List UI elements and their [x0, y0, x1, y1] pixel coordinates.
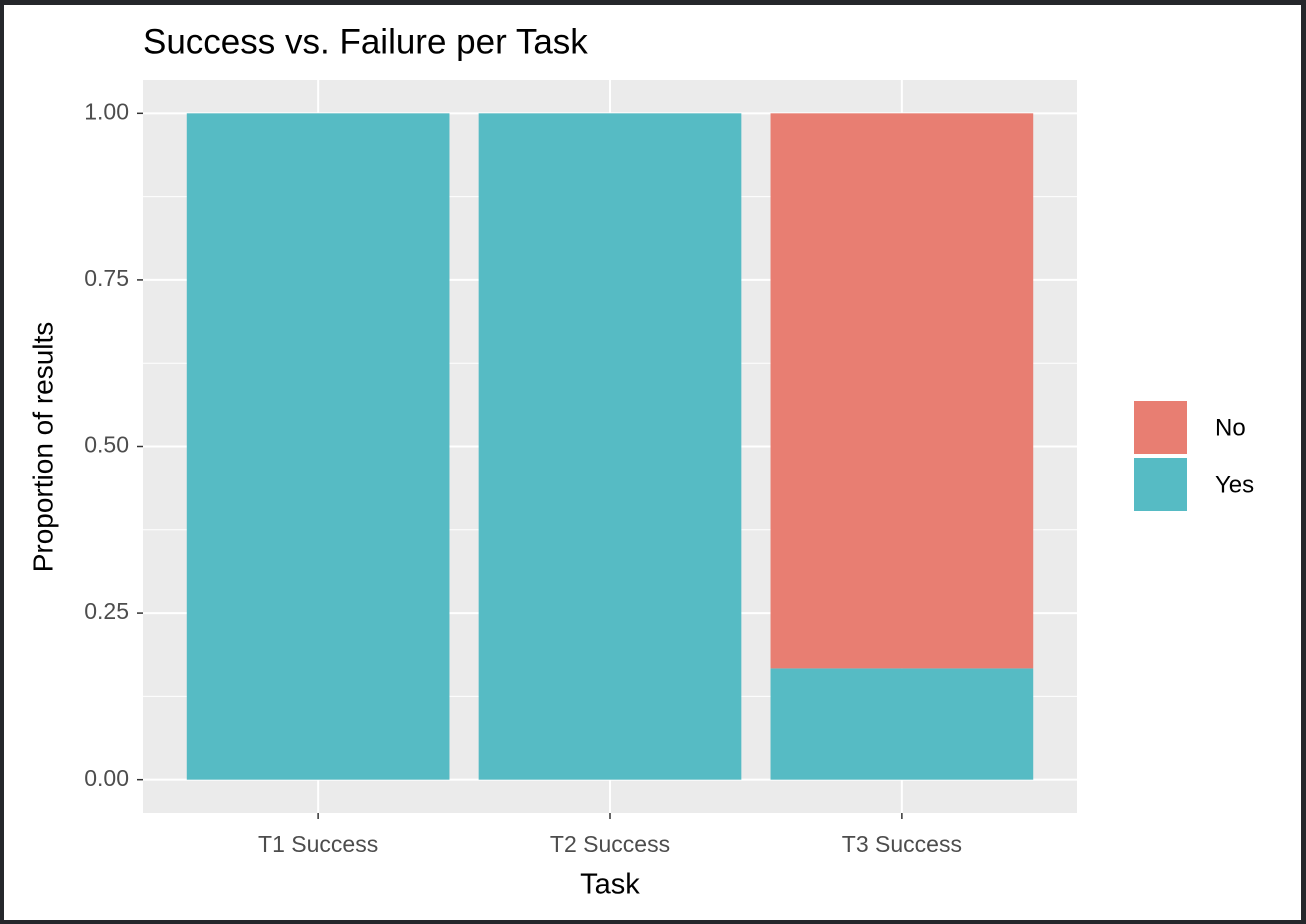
- y-tick-label: 0.00: [84, 765, 129, 791]
- y-tick-label: 1.00: [84, 98, 129, 124]
- y-tick-label: 0.75: [84, 265, 129, 291]
- x-tick-label: T3 Success: [842, 831, 962, 857]
- legend-swatch: [1132, 456, 1189, 513]
- x-tick-label: T1 Success: [258, 831, 378, 857]
- chart-title: Success vs. Failure per Task: [143, 22, 588, 61]
- y-tick-label: 0.50: [84, 432, 129, 458]
- y-axis-label: Proportion of results: [27, 322, 58, 573]
- legend-swatch: [1132, 399, 1189, 456]
- legend-label: Yes: [1215, 471, 1254, 498]
- y-tick-label: 0.25: [84, 598, 129, 624]
- bar-segment: [770, 668, 1034, 780]
- legend-label: No: [1215, 414, 1246, 441]
- bar-segment: [770, 113, 1034, 669]
- x-tick-label: T2 Success: [550, 831, 670, 857]
- x-axis-label: Task: [580, 869, 640, 901]
- bar-segment: [478, 113, 742, 780]
- bar-segment: [186, 113, 450, 780]
